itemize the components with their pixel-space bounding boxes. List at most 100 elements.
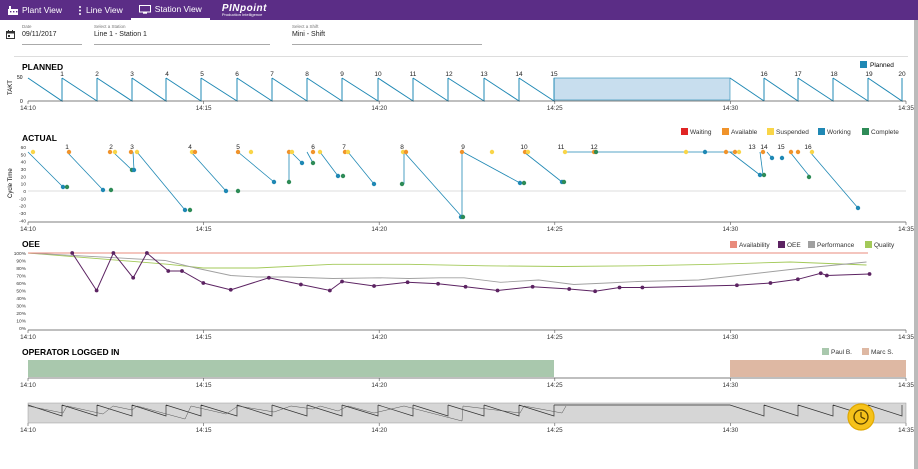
clock-button[interactable] [847,403,875,431]
oee-point [228,287,233,292]
actual-cycle-line [403,151,463,218]
time-tick-label: 14:30 [723,105,739,112]
time-tick-label: 14:35 [898,226,914,233]
time-tick-label: 14:25 [547,427,563,434]
actual-cycle-label: 10 [520,144,528,151]
time-tick-label: 14:15 [196,427,212,434]
oee-point [867,272,872,276]
planned-cycle-label: 9 [340,71,344,78]
actual-state-point [134,149,140,155]
overview-sparkline [27,404,903,422]
oee-point [131,275,136,280]
oee-point [180,269,184,273]
actual-state-point [66,149,72,155]
oee-ytick-label: 20% [16,311,26,317]
actual-cycle-label: 3 [130,144,134,151]
time-tick-label: 14:35 [898,334,914,341]
actual-state-point [736,149,742,155]
planned-ylabel: TAKT [8,80,14,95]
actual-cycle-line [27,151,64,188]
overview-navigator[interactable]: 14:10 14:15 14:20 14:25 14:30 14:35 [20,402,914,434]
oee-point [495,288,500,293]
actual-legend-swatch [862,128,869,135]
oee-point [795,277,800,282]
oee-series-lines [27,251,872,294]
actual-state-point [757,172,763,178]
nav-plant-view[interactable]: Plant View [0,0,70,20]
oee-point [145,251,149,255]
actual-state-point [769,155,775,161]
oee-legend-label: Performance [817,242,855,249]
planned-cycle-label: 1 [60,71,64,78]
nav-line-view-label: Line View [86,5,123,15]
actual-cycle-line [319,151,339,177]
time-tick-label: 14:35 [898,105,914,112]
planned-time-ticks: 14:10 14:15 14:20 14:25 14:30 14:35 [20,101,914,112]
actual-cycle-line [132,151,135,171]
actual-cycle-line [809,151,859,209]
actual-cycle-line [112,151,133,171]
time-tick-label: 14:10 [20,382,36,389]
date-underline [22,44,82,45]
actual-state-point [683,149,689,155]
actual-state-point [561,179,567,185]
actual-state-point [732,149,738,155]
oee-title: OEE [22,239,40,249]
planned-title: PLANNED [22,62,63,72]
date-field[interactable]: Date 09/11/2017 [22,24,82,45]
nav-station-view[interactable]: Station View [130,0,210,20]
time-tick-label: 14:15 [196,105,212,112]
planned-cycle-label: 17 [794,71,802,78]
actual-cycle-label: 5 [236,144,240,151]
nav-station-view-label: Station View [154,4,202,14]
date-label: Date [22,24,32,29]
time-tick-label: 14:35 [898,382,914,389]
actual-state-point [60,184,66,190]
time-tick-label: 14:30 [723,427,739,434]
actual-state-point [345,149,351,155]
planned-cycle-label: 4 [165,71,169,78]
oee-ytick-label: 40% [16,296,26,302]
actual-cycle-line [462,151,521,184]
station-select[interactable]: Select a Station Line 1 - Station 1 [94,24,270,45]
actual-state-point [192,149,198,155]
actual-cycle-label: 16 [804,144,812,151]
actual-ytick-label: 60 [21,145,27,151]
time-tick-label: 14:25 [547,226,563,233]
oee-point [298,282,303,287]
actual-state-point [235,188,241,194]
actual-cycle-label: 6 [311,144,315,151]
actual-legend-label: Suspended [776,129,809,136]
actual-cycle-line [347,151,375,185]
planned-cycle-label: 6 [235,71,239,78]
actual-state-point [310,149,316,155]
actual-ytick-label: 0 [23,189,26,195]
oee-point [818,271,823,276]
time-tick-label: 14:30 [723,334,739,341]
nav-line-view[interactable]: Line View [70,0,131,20]
operator-legend: Paul B. Marc S. [822,348,894,356]
shift-select[interactable]: Select a Shift Mini - Shift [292,24,482,45]
actual-state-point [248,149,254,155]
actual-state-point [289,149,295,155]
oee-line-performance [27,252,867,285]
planned-ytick-0: 0 [20,99,23,105]
actual-state-point [112,149,118,155]
planned-cycle-label: 20 [898,71,906,78]
actual-legend-swatch [681,128,688,135]
time-tick-label: 14:10 [20,334,36,341]
actual-state-point [521,180,527,186]
actual-state-point [855,205,861,211]
overview-range-band[interactable] [27,402,907,424]
actual-cycle-line [136,151,186,211]
actual-state-point [64,184,70,190]
planned-legend-swatch [860,61,867,68]
oee-point [340,279,344,284]
scrollbar[interactable] [914,20,918,469]
calendar-icon[interactable] [6,30,15,39]
planned-takt-segment [729,77,765,102]
oee-legend-swatch [808,241,815,248]
actual-cycle-label: 14 [760,144,768,151]
pinpoint-logo: PINpoint Production Intelligence [222,3,267,17]
actual-cycle-label: 15 [777,144,785,151]
